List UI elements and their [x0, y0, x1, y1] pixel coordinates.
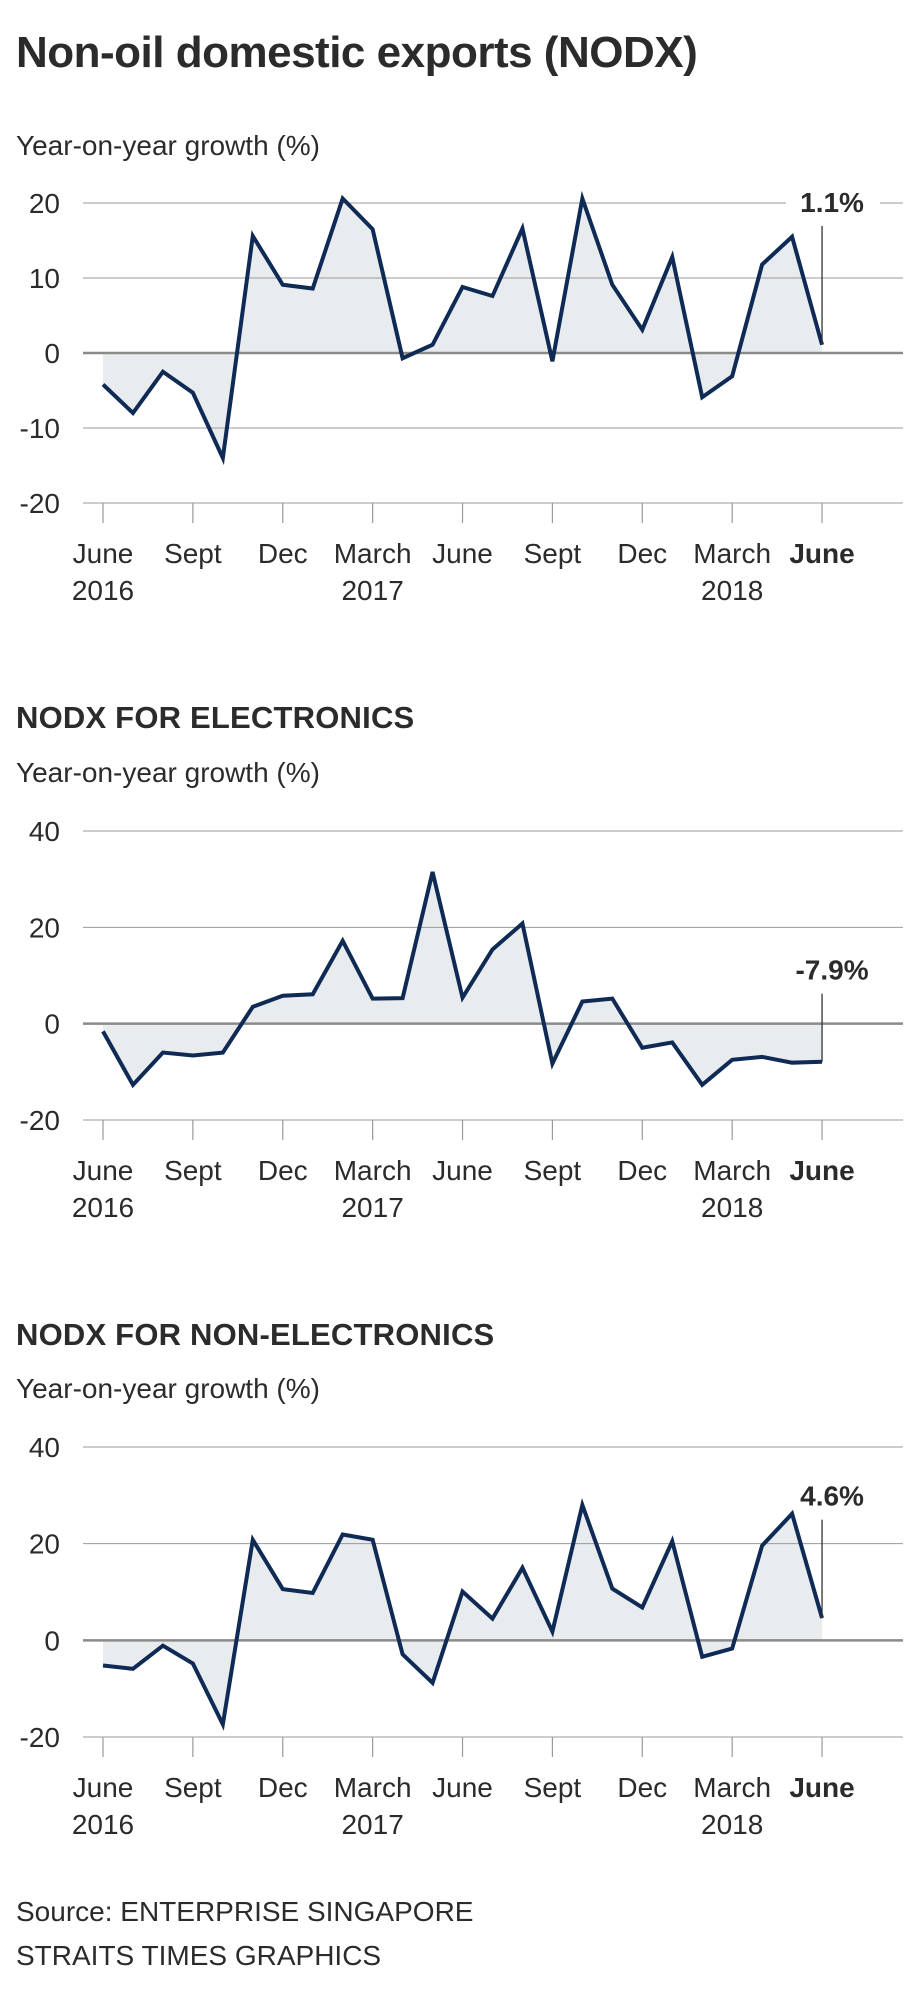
- x-tick-label: March: [693, 538, 771, 569]
- chart-nodx-electronics: 40 20 0 -20 June 2016 Sept Dec March 2017 June Sept…: [20, 816, 903, 1223]
- annotation-label: -7.9%: [795, 955, 868, 986]
- chart-nodx-non-electronics: 40 20 0 -20 June 2016 Sept Dec March 2017 June Sept…: [20, 1432, 903, 1840]
- x-year-label: 2016: [72, 1192, 134, 1223]
- x-tick-label: March: [334, 538, 412, 569]
- x-tick-label: Dec: [258, 538, 308, 569]
- x-tick-label: Sept: [524, 1772, 582, 1803]
- x-tick-label: March: [693, 1772, 771, 1803]
- x-year-label: 2018: [701, 575, 763, 606]
- x-tick-label: March: [334, 1155, 412, 1186]
- x-tick-label: June: [73, 538, 134, 569]
- x-tick-label: March: [693, 1155, 771, 1186]
- x-tick-label: June: [789, 1772, 854, 1803]
- y-tick-label: 40: [29, 816, 60, 847]
- x-year-label: 2017: [341, 575, 403, 606]
- x-tick-label: June: [73, 1155, 134, 1186]
- area-fill: [103, 871, 823, 1085]
- y-tick-label: 40: [29, 1432, 60, 1463]
- y-tick-label: 0: [44, 1625, 60, 1656]
- x-year-label: 2017: [341, 1192, 403, 1223]
- annotation-label: 4.6%: [800, 1481, 864, 1512]
- x-tick-label: Dec: [617, 538, 667, 569]
- area-fill: [103, 198, 823, 458]
- chart-2-ylabel: Year-on-year growth (%): [16, 757, 320, 788]
- x-year-label: 2017: [341, 1809, 403, 1840]
- chart-1-ylabel: Year-on-year growth (%): [16, 130, 320, 161]
- y-tick-label: 20: [29, 912, 60, 943]
- x-tick-label: Dec: [258, 1155, 308, 1186]
- x-tick-label: Sept: [524, 538, 582, 569]
- x-year-label: 2018: [701, 1192, 763, 1223]
- chart-2-title: NODX FOR ELECTRONICS: [16, 700, 415, 735]
- chart-nodx: 20 10 0 -10 -20 June 2016 Sept Dec March 2017 June S…: [20, 187, 903, 606]
- annotation-label: 1.1%: [800, 187, 864, 218]
- source-note: Source: ENTERPRISE SINGAPORE: [16, 1896, 474, 1927]
- x-tick-label: Sept: [164, 1155, 222, 1186]
- x-tick-label: Sept: [164, 1772, 222, 1803]
- x-tick-label: Dec: [617, 1155, 667, 1186]
- chart-3-ylabel: Year-on-year growth (%): [16, 1373, 320, 1404]
- x-tick-label: June: [432, 1155, 493, 1186]
- credit-note: STRAITS TIMES GRAPHICS: [16, 1940, 382, 1971]
- y-tick-label: 10: [29, 263, 60, 294]
- x-tick-label: Dec: [617, 1772, 667, 1803]
- x-tick-label: June: [789, 1155, 854, 1186]
- main-title: Non-oil domestic exports (NODX): [16, 28, 698, 77]
- y-tick-label: 20: [29, 188, 60, 219]
- chart-3-title: NODX FOR NON-ELECTRONICS: [16, 1317, 495, 1352]
- x-tick-label: Sept: [164, 538, 222, 569]
- y-tick-label: 20: [29, 1529, 60, 1560]
- x-tick-label: June: [432, 1772, 493, 1803]
- x-tick-label: Dec: [258, 1772, 308, 1803]
- area-fill: [103, 1505, 823, 1725]
- y-tick-label: 0: [44, 338, 60, 369]
- y-tick-label: -20: [20, 488, 60, 519]
- x-tick-label: June: [73, 1772, 134, 1803]
- x-tick-label: June: [432, 538, 493, 569]
- y-tick-label: -20: [20, 1722, 60, 1753]
- y-tick-label: 0: [44, 1009, 60, 1040]
- x-year-label: 2016: [72, 575, 134, 606]
- y-tick-label: -10: [20, 413, 60, 444]
- x-tick-label: March: [334, 1772, 412, 1803]
- x-year-label: 2018: [701, 1809, 763, 1840]
- x-year-label: 2016: [72, 1809, 134, 1840]
- x-tick-label: June: [789, 538, 854, 569]
- x-tick-label: Sept: [524, 1155, 582, 1186]
- y-tick-label: -20: [20, 1105, 60, 1136]
